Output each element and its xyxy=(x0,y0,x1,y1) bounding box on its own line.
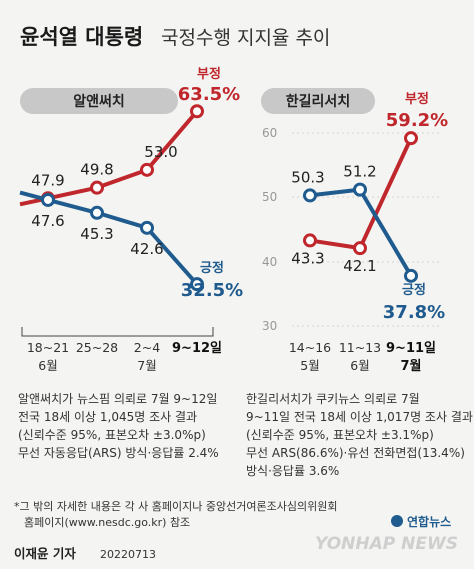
pollster-pill-right xyxy=(261,88,375,114)
note-right-line-1: 한길리서치가 쿠키뉴스 의뢰로 7월 xyxy=(246,392,420,406)
note-left-line-4: 무선 자동응답(ARS) 방식·응답률 2.4% xyxy=(18,446,219,460)
left-x-tick-2: 2~4 xyxy=(134,340,160,355)
title-main: 윤석열 대통령 xyxy=(20,25,143,49)
left-disapprove-last-value: 63.5% xyxy=(178,84,240,105)
left-approve-point-2 xyxy=(140,220,154,235)
right-disapprove-point-2 xyxy=(404,131,418,146)
left-disapprove-label-0: 47.9 xyxy=(31,171,64,189)
right-disapprove-point-0 xyxy=(303,233,317,248)
right-disapprove-label-1: 42.1 xyxy=(343,257,376,275)
left-approve-last-value: 32.5% xyxy=(181,280,243,301)
y-tick-30: 30 xyxy=(262,319,277,333)
right-approve-point-2 xyxy=(404,268,418,283)
left-x-month-0: 6월 xyxy=(38,358,57,373)
left-approve-legend-name: 긍정 xyxy=(200,260,224,276)
right-disapprove-legend-name: 부정 xyxy=(405,91,429,107)
right-x-tick-1: 11~13 xyxy=(339,340,381,355)
note-right-line-2: 9~11일 전국 18세 이상 1,017명 조사 결과 xyxy=(246,410,473,424)
note-right-line-3: (신뢰수준 95%, 표본오차 ±3.1%p) xyxy=(246,428,434,442)
left-approve-point-3 xyxy=(190,277,204,292)
left-disapprove-point-3 xyxy=(190,104,204,119)
right-x-tick-0: 14~16 xyxy=(289,340,331,355)
left-approve-label-1: 45.3 xyxy=(80,225,113,243)
right-approve-point-1 xyxy=(353,182,367,197)
note-right: 한길리서치가 쿠키뉴스 의뢰로 7월 9~11일 전국 18세 이상 1,017… xyxy=(246,392,473,478)
note-left-line-2: 전국 18세 이상 1,045명 조사 결과 xyxy=(18,410,197,424)
pollster-name-right: 한길리서치 xyxy=(286,94,350,110)
right-approve-point-0 xyxy=(303,188,317,203)
yonhap-logo-en: YONHAP NEWS xyxy=(315,534,458,554)
pollster-name-left: 알앤써치 xyxy=(73,93,125,110)
x-axis-bracket-left xyxy=(21,327,214,337)
author-credit: 이재윤 기자 xyxy=(14,546,76,561)
left-disapprove-label-1: 49.8 xyxy=(80,161,113,179)
left-disapprove-legend-name: 부정 xyxy=(197,66,221,82)
left-approve-label-0: 47.6 xyxy=(31,212,64,230)
right-approve-label-1: 51.2 xyxy=(343,163,376,181)
right-approve-last-value: 37.8% xyxy=(383,302,445,323)
note-right-line-4: 무선 ARS(86.6%)·유선 전화면접(13.4%) xyxy=(246,446,465,460)
right-x-month-1: 6월 xyxy=(350,358,369,373)
note-left-line-1: 알앤써치가 뉴스핌 의뢰로 7월 9~12일 xyxy=(18,392,217,406)
left-x-tick-3: 9~12일 xyxy=(172,341,222,356)
right-approve-label-0: 50.3 xyxy=(291,168,324,186)
right-grid: 60 50 40 30 xyxy=(262,126,440,333)
left-approve-point-0 xyxy=(41,192,55,207)
right-approve-legend-name: 긍정 xyxy=(402,282,426,298)
right-x-tick-2: 9~11일 xyxy=(386,341,436,356)
title-sub: 국정수행 지지율 추이 xyxy=(161,27,330,49)
right-disapprove-label-0: 43.3 xyxy=(291,249,324,267)
y-tick-50: 50 xyxy=(262,190,277,204)
yonhap-logo: 연합뉴스 YONHAP NEWS xyxy=(315,514,458,554)
left-x-tick-0: 18~21 xyxy=(27,340,69,355)
y-tick-40: 40 xyxy=(262,255,277,269)
left-approve-point-1 xyxy=(90,205,104,220)
note-left-line-3: (신뢰수준 95%, 표본오차 ±3.0%p) xyxy=(18,428,206,442)
note-right-line-5: 방식·응답률 3.6% xyxy=(246,464,339,478)
yonhap-logo-ko: 연합뉴스 xyxy=(407,514,451,529)
pollster-pill-left xyxy=(20,88,178,114)
right-x-month-0: 5월 xyxy=(300,358,319,373)
right-disapprove-point-1 xyxy=(353,241,367,256)
left-disapprove-label-2: 53.0 xyxy=(144,143,177,161)
right-x-month-2: 7월 xyxy=(400,358,421,374)
left-approve-label-2: 42.6 xyxy=(130,240,163,258)
yonhap-logo-icon xyxy=(391,515,403,527)
right-disapprove-last-value: 59.2% xyxy=(386,110,448,131)
left-x-tick-1: 25~28 xyxy=(76,340,118,355)
chart-right: 43.3 42.1 부정 59.2% 50.3 51.2 긍정 37.8% 14~16 5월 11~… xyxy=(289,91,448,374)
chart-left: 47.9 49.8 53.0 부정 63.5% 47.6 45.3 42.6 긍정 32.5% 18… xyxy=(19,66,243,373)
left-disapprove-point-2 xyxy=(140,162,154,177)
footnote-line-2: 홈페이지(www.nesdc.go.kr) 참조 xyxy=(24,515,190,529)
left-x-month-2: 7월 xyxy=(137,358,156,373)
y-tick-60: 60 xyxy=(262,126,277,140)
left-disapprove-point-1 xyxy=(90,180,104,195)
footnote-line-1: *그 밖의 자세한 내용은 각 사 홈페이지나 중앙선거여론조사심의위원회 xyxy=(14,499,337,513)
note-left: 알앤써치가 뉴스핌 의뢰로 7월 9~12일 전국 18세 이상 1,045명 … xyxy=(18,392,219,460)
credit-date: 20220713 xyxy=(100,548,156,561)
